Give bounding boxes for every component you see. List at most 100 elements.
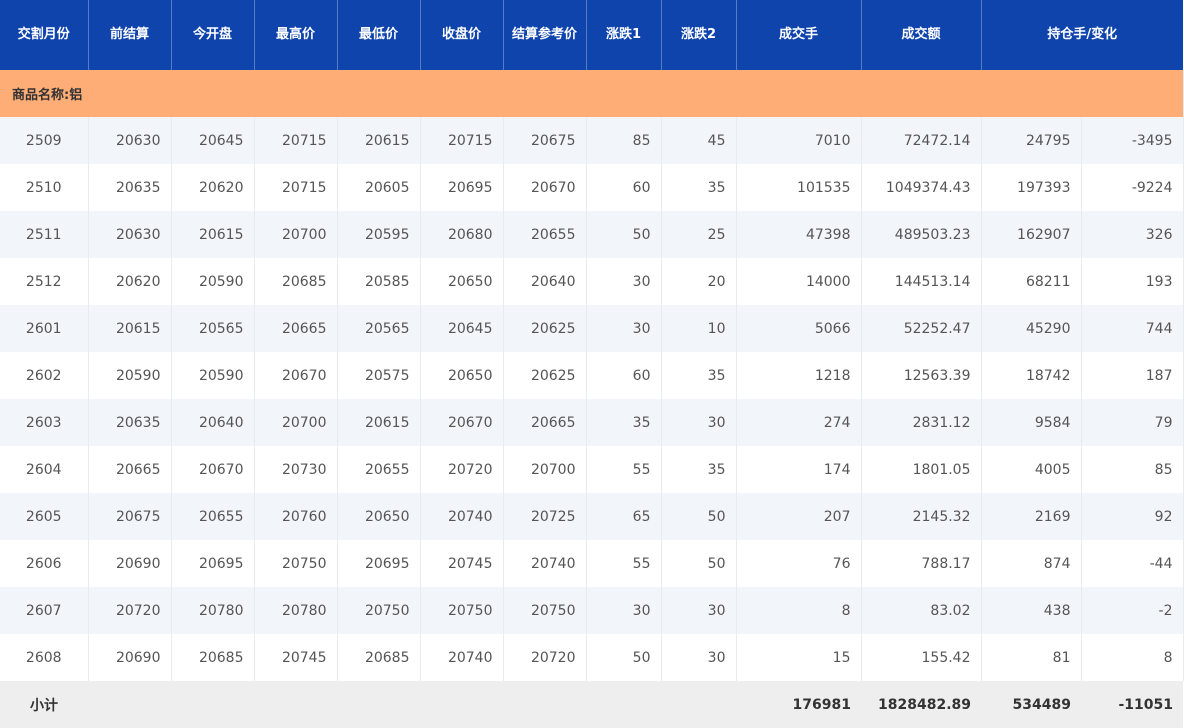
cell-close: 20740	[420, 634, 504, 681]
cell-turnover: 144513.14	[861, 258, 982, 305]
cell-turnover: 489503.23	[861, 211, 982, 258]
table-row: 2602 20590 20590 20670 20575 20650 20625 60 35 12…	[0, 352, 1184, 399]
cell-change2: 45	[661, 117, 737, 164]
cell-volume: 7010	[736, 117, 862, 164]
cell-settle-ref: 20740	[503, 540, 587, 587]
cell-oi-change: 744	[1081, 305, 1184, 352]
cell-high: 20700	[254, 399, 338, 446]
table-row: 2605 20675 20655 20760 20650 20740 20725 65 50 20…	[0, 493, 1184, 540]
cell-prev-settle: 20615	[88, 305, 172, 352]
cell-prev-settle: 20690	[88, 540, 172, 587]
cell-settle-ref: 20670	[503, 164, 587, 211]
header-low: 最低价	[337, 0, 421, 70]
header-open: 今开盘	[171, 0, 255, 70]
cell-open: 20590	[171, 258, 255, 305]
cell-settle-ref: 20625	[503, 305, 587, 352]
empty-cell	[88, 681, 736, 728]
table-row: 2601 20615 20565 20665 20565 20645 20625 30 10 50…	[0, 305, 1184, 352]
subtotal-row: 小计 176981 1828482.89 534489 -11051	[0, 681, 1183, 728]
header-high: 最高价	[254, 0, 338, 70]
cell-high: 20665	[254, 305, 338, 352]
cell-change1: 30	[586, 587, 662, 634]
cell-delivery-month: 2607	[0, 587, 89, 634]
cell-settle-ref: 20655	[503, 211, 587, 258]
cell-turnover: 155.42	[861, 634, 982, 681]
cell-oi-change: -44	[1081, 540, 1184, 587]
cell-low: 20615	[337, 399, 421, 446]
cell-close: 20645	[420, 305, 504, 352]
header-prev-settle: 前结算	[88, 0, 172, 70]
cell-volume: 15	[736, 634, 862, 681]
cell-oi-change: 8	[1081, 634, 1184, 681]
cell-open: 20615	[171, 211, 255, 258]
cell-low: 20655	[337, 446, 421, 493]
cell-delivery-month: 2602	[0, 352, 89, 399]
cell-change1: 50	[586, 211, 662, 258]
cell-high: 20685	[254, 258, 338, 305]
table-row: 2509 20630 20645 20715 20615 20715 20675 85 45 70…	[0, 117, 1184, 164]
header-open-interest: 持仓手/变化	[981, 0, 1183, 70]
table-row: 2608 20690 20685 20745 20685 20740 20720 50 30 15…	[0, 634, 1184, 681]
cell-turnover: 2831.12	[861, 399, 982, 446]
cell-close: 20715	[420, 117, 504, 164]
cell-low: 20650	[337, 493, 421, 540]
cell-open: 20590	[171, 352, 255, 399]
cell-settle-ref: 20725	[503, 493, 587, 540]
cell-low: 20685	[337, 634, 421, 681]
cell-delivery-month: 2603	[0, 399, 89, 446]
cell-volume: 14000	[736, 258, 862, 305]
header-turnover: 成交额	[861, 0, 982, 70]
cell-low: 20750	[337, 587, 421, 634]
cell-high: 20715	[254, 117, 338, 164]
cell-change2: 30	[661, 634, 737, 681]
total-oi-change: -11051	[1081, 681, 1183, 728]
cell-prev-settle: 20635	[88, 164, 172, 211]
cell-settle-ref: 20675	[503, 117, 587, 164]
cell-open-interest: 197393	[981, 164, 1082, 211]
cell-open: 20780	[171, 587, 255, 634]
cell-volume: 5066	[736, 305, 862, 352]
cell-change2: 35	[661, 164, 737, 211]
header-row: 交割月份 前结算 今开盘 最高价 最低价 收盘价 结算参考价 涨跌1 涨跌2 成…	[0, 0, 1183, 70]
cell-high: 20745	[254, 634, 338, 681]
cell-high: 20760	[254, 493, 338, 540]
cell-prev-settle: 20690	[88, 634, 172, 681]
cell-oi-change: -9224	[1081, 164, 1184, 211]
cell-volume: 207	[736, 493, 862, 540]
cell-low: 20615	[337, 117, 421, 164]
cell-open: 20565	[171, 305, 255, 352]
cell-open-interest: 874	[981, 540, 1082, 587]
cell-low: 20605	[337, 164, 421, 211]
cell-open-interest: 68211	[981, 258, 1082, 305]
cell-delivery-month: 2511	[0, 211, 89, 258]
cell-change2: 10	[661, 305, 737, 352]
cell-volume: 101535	[736, 164, 862, 211]
header-settle-ref: 结算参考价	[503, 0, 587, 70]
header-volume: 成交手	[736, 0, 862, 70]
cell-open: 20685	[171, 634, 255, 681]
cell-settle-ref: 20700	[503, 446, 587, 493]
cell-volume: 76	[736, 540, 862, 587]
group-label: 商品名称:铝	[0, 70, 1184, 117]
cell-high: 20670	[254, 352, 338, 399]
cell-oi-change: 79	[1081, 399, 1184, 446]
cell-open-interest: 2169	[981, 493, 1082, 540]
cell-open-interest: 81	[981, 634, 1082, 681]
cell-open-interest: 9584	[981, 399, 1082, 446]
cell-oi-change: 85	[1081, 446, 1184, 493]
cell-change1: 55	[586, 446, 662, 493]
cell-open-interest: 18742	[981, 352, 1082, 399]
cell-close: 20650	[420, 258, 504, 305]
cell-settle-ref: 20665	[503, 399, 587, 446]
cell-turnover: 1801.05	[861, 446, 982, 493]
group-row: 商品名称:铝	[0, 70, 1184, 117]
cell-settle-ref: 20625	[503, 352, 587, 399]
cell-change2: 30	[661, 587, 737, 634]
cell-volume: 8	[736, 587, 862, 634]
cell-delivery-month: 2512	[0, 258, 89, 305]
cell-close: 20740	[420, 493, 504, 540]
cell-high: 20700	[254, 211, 338, 258]
cell-change2: 35	[661, 446, 737, 493]
cell-high: 20730	[254, 446, 338, 493]
cell-change1: 65	[586, 493, 662, 540]
